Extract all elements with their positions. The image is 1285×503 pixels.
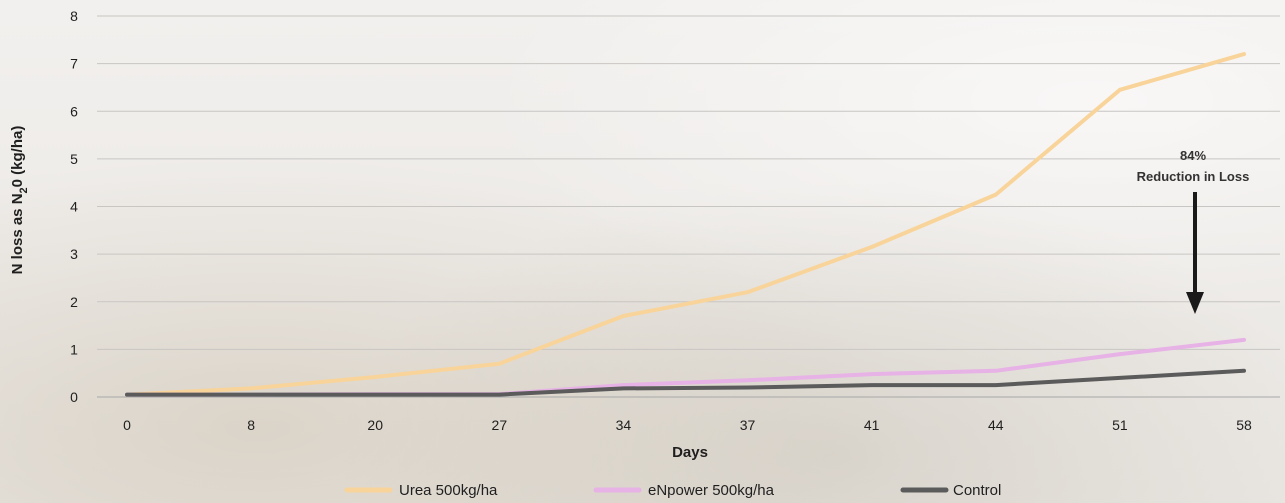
x-tick-label: 34 <box>616 417 632 433</box>
x-tick-label: 0 <box>123 417 131 433</box>
x-tick-label: 41 <box>864 417 880 433</box>
legend-label-1: eNpower 500kg/ha <box>648 482 775 499</box>
legend-label-2: Control <box>953 482 1001 499</box>
y-tick-label: 3 <box>70 246 78 262</box>
gridlines <box>97 15 1280 398</box>
y-tick-label: 8 <box>70 8 78 24</box>
y-axis-ticks: 0 1 2 3 4 5 6 7 8 <box>70 8 78 405</box>
annotation-label: Reduction in Loss <box>1137 169 1250 184</box>
x-tick-label: 27 <box>492 417 508 433</box>
y-tick-label: 1 <box>70 341 78 357</box>
reduction-annotation: 84% Reduction in Loss <box>1137 148 1250 314</box>
x-tick-label: 44 <box>988 417 1004 433</box>
y-tick-label: 6 <box>70 103 78 119</box>
y-tick-label: 7 <box>70 56 78 72</box>
x-tick-label: 51 <box>1112 417 1128 433</box>
y-tick-label: 5 <box>70 151 78 167</box>
y-axis-title-subscript: 2 <box>18 187 30 193</box>
x-axis-title: Days <box>672 444 708 461</box>
legend: Urea 500kg/ha eNpower 500kg/ha Control <box>344 482 1001 499</box>
legend-label-0: Urea 500kg/ha <box>399 482 498 499</box>
x-tick-label: 8 <box>247 417 255 433</box>
y-axis-title: N loss as N20 (kg/ha) <box>9 126 30 275</box>
y-tick-label: 4 <box>70 199 78 215</box>
y-tick-label: 2 <box>70 294 78 310</box>
x-tick-label: 37 <box>740 417 756 433</box>
series-line-2 <box>125 368 1246 397</box>
y-axis-title-main: N loss as N <box>9 193 26 274</box>
y-axis-title-suffix: 0 (kg/ha) <box>9 126 26 188</box>
annotation-percent: 84% <box>1180 148 1206 163</box>
x-tick-label: 58 <box>1236 417 1252 433</box>
x-tick-label: 20 <box>367 417 383 433</box>
annotation-arrow-head <box>1186 292 1204 314</box>
x-axis-ticks: 0 8 20 27 34 37 41 44 51 58 <box>123 417 1252 433</box>
y-tick-label: 0 <box>70 389 78 405</box>
series-line-0 <box>125 52 1246 397</box>
series-lines <box>125 52 1246 397</box>
